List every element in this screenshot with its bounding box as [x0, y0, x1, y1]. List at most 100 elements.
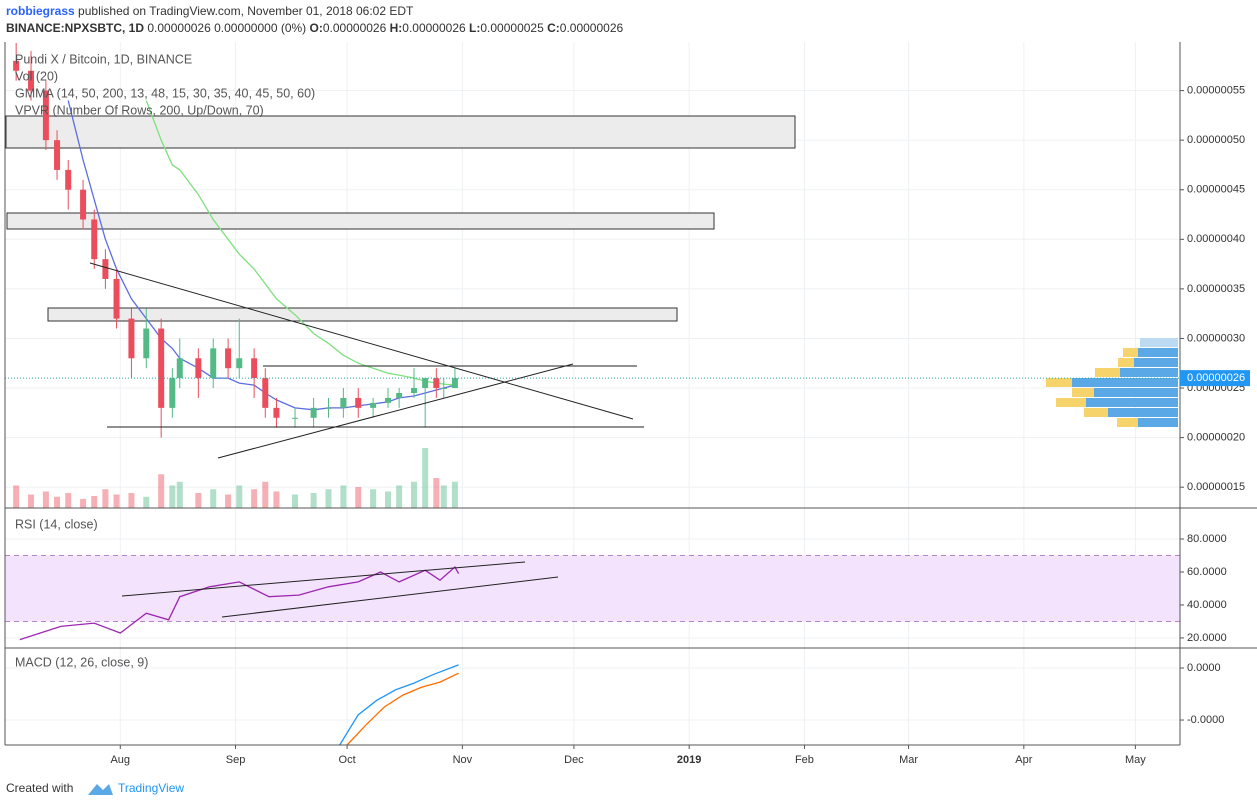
- candle-body: [422, 378, 429, 389]
- zone-box: [6, 212, 715, 230]
- candle-body: [440, 388, 447, 390]
- vp-row: [1138, 418, 1178, 427]
- candle-body: [292, 417, 299, 419]
- candle-body: [433, 378, 440, 389]
- volume-bar: [54, 496, 61, 508]
- y-tick-label: 0.00000030: [1187, 332, 1245, 344]
- volume-bar: [384, 491, 391, 508]
- quote-value: 0.00000026: [560, 21, 624, 35]
- quote-value: 0.00000026: [402, 21, 466, 35]
- candle-body: [340, 397, 347, 408]
- y-tick-label: 80.0000: [1187, 533, 1227, 545]
- volume-bar: [210, 489, 217, 508]
- candle-body: [251, 358, 258, 379]
- candle-body: [225, 348, 232, 369]
- candle-body: [65, 169, 72, 190]
- candle-body: [451, 378, 458, 389]
- y-tick-label: 0.00000035: [1187, 283, 1245, 295]
- candle-body: [370, 402, 377, 408]
- y-tick-label: 0.00000050: [1187, 134, 1245, 146]
- volume-bar: [411, 481, 418, 508]
- legend-title: Pundi X / Bitcoin, 1D, BINANCE: [15, 52, 192, 66]
- quote-key: L:: [469, 21, 480, 35]
- trendline: [89, 262, 634, 420]
- volume-bar: [422, 448, 429, 508]
- x-tick-label: Apr: [1015, 754, 1032, 766]
- candle-body: [54, 140, 61, 170]
- candle-body: [310, 407, 317, 418]
- volume-bar: [80, 499, 87, 508]
- candle-body: [13, 60, 20, 71]
- candle-body: [411, 388, 418, 393]
- quote-value: 0.00000025: [480, 21, 544, 35]
- x-tick-label: Nov: [453, 754, 473, 766]
- candle-body: [262, 378, 269, 408]
- rsi-band: [5, 555, 1180, 622]
- volume-bar: [370, 489, 377, 508]
- volume-bar: [273, 491, 280, 508]
- pane-frame: [4, 42, 1257, 746]
- volume-bar: [195, 493, 202, 508]
- candle-body: [42, 90, 49, 141]
- volume-bar: [440, 485, 447, 508]
- vp-row: [1134, 358, 1178, 367]
- header-line: robbiegrass published on TradingView.com…: [6, 4, 414, 18]
- author[interactable]: robbiegrass: [6, 4, 75, 18]
- candle-body: [273, 407, 280, 418]
- quote-key: C:: [547, 21, 560, 35]
- vp-row: [1120, 368, 1178, 377]
- x-tick-label: Sep: [226, 754, 246, 766]
- volume-bar: [91, 496, 98, 508]
- published: published on TradingView.com, November 0…: [78, 4, 414, 18]
- rsi-title: RSI (14, close): [15, 517, 98, 531]
- candle-body: [91, 219, 98, 260]
- candle-body: [195, 358, 202, 379]
- x-tick-label: Aug: [110, 754, 130, 766]
- vp-row: [1138, 348, 1178, 357]
- x-tick-label: 2019: [677, 754, 701, 766]
- volume-bar: [396, 485, 403, 508]
- marks: [5, 42, 1180, 746]
- volume-profile-up: [1072, 338, 1178, 427]
- candle-body: [102, 259, 109, 279]
- x-tick-label: Feb: [795, 754, 814, 766]
- footer-brand[interactable]: TradingView: [118, 781, 184, 795]
- candle-body: [169, 378, 176, 408]
- x-tick-label: Oct: [339, 754, 356, 766]
- volume-bar: [251, 489, 258, 508]
- candle-body: [210, 348, 217, 379]
- grid: [5, 42, 1180, 745]
- volume-bar: [128, 493, 135, 508]
- vp-row: [1108, 408, 1178, 417]
- y-tick-label: 60.0000: [1187, 566, 1227, 578]
- indicator-line: [339, 664, 459, 746]
- volume-bar: [102, 489, 109, 508]
- y-tick-label: -0.0000: [1187, 714, 1224, 726]
- x-tick-label: Mar: [899, 754, 918, 766]
- trendline: [121, 561, 526, 597]
- change: 0.00000026 0.00000000 (0%): [147, 21, 306, 35]
- tv-logo: [88, 784, 113, 795]
- candle-body: [176, 358, 183, 379]
- indicator-line: [346, 672, 459, 746]
- trendline: [217, 363, 574, 459]
- candle-body: [325, 407, 332, 409]
- last-price-tag: [1180, 370, 1250, 387]
- candle-body: [396, 392, 403, 398]
- trendlines: [89, 262, 644, 618]
- volume-bar: [169, 485, 176, 508]
- y-tick-label: 0.00000020: [1187, 432, 1245, 444]
- y-tick-label: 40.0000: [1187, 599, 1227, 611]
- candle-body: [355, 397, 362, 408]
- last-price-label: 0.00000026: [1187, 372, 1245, 384]
- drawings: [5, 115, 1178, 427]
- y-tick-label: 0.00000015: [1187, 481, 1245, 493]
- candle-body: [113, 278, 120, 319]
- volume-bar: [340, 485, 347, 508]
- volume-bar: [433, 478, 440, 508]
- volume-bar: [28, 494, 35, 508]
- candle-body: [80, 189, 87, 220]
- vp-row: [1094, 388, 1178, 397]
- volume-bar: [176, 481, 183, 508]
